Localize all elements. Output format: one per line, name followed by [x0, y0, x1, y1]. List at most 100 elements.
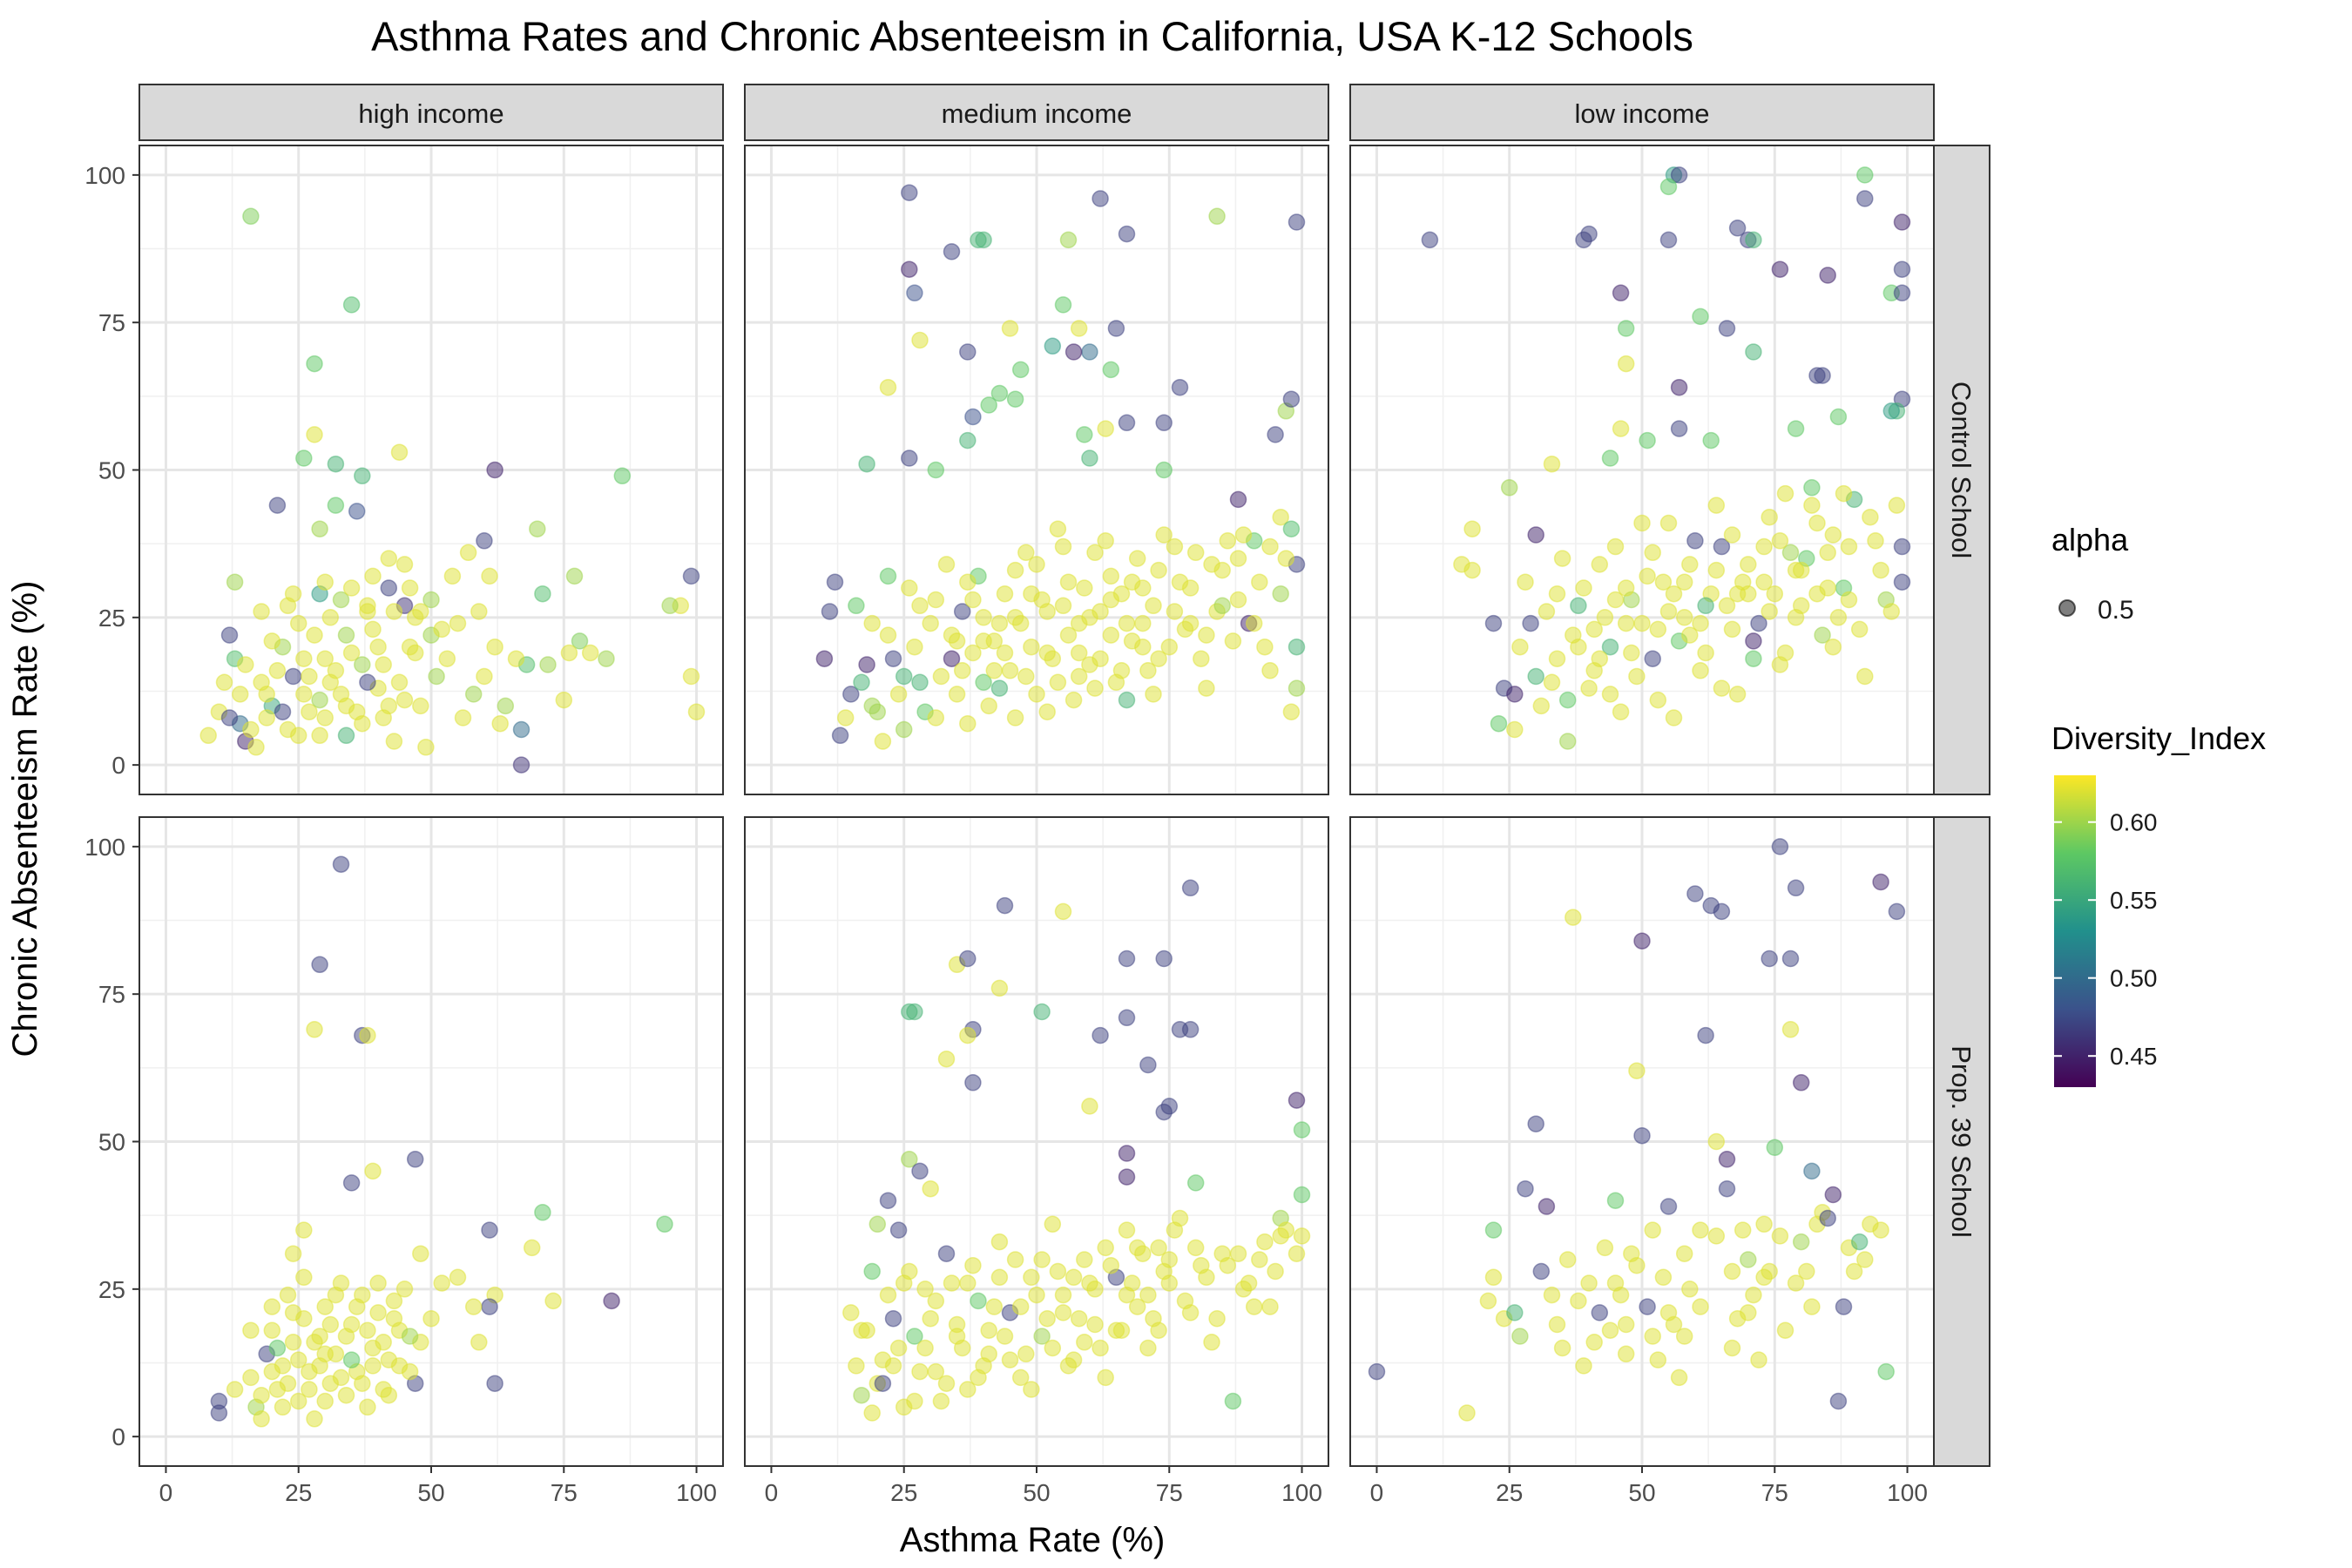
data-point — [985, 1298, 1004, 1315]
data-point — [1527, 526, 1544, 544]
data-point — [996, 644, 1014, 662]
data-point — [1134, 614, 1152, 632]
data-point — [1665, 585, 1683, 603]
data-point — [1798, 1262, 1815, 1281]
data-point — [1548, 1315, 1566, 1334]
data-point — [529, 520, 546, 537]
data-point — [316, 1298, 334, 1315]
data-point — [1086, 679, 1104, 697]
data-point — [1479, 1292, 1497, 1310]
data-point — [1829, 408, 1848, 426]
data-point — [1617, 1315, 1635, 1334]
data-point — [927, 709, 945, 727]
data-point — [1076, 426, 1093, 443]
data-point — [306, 1410, 323, 1428]
data-point — [826, 573, 844, 591]
data-point — [1118, 1286, 1136, 1304]
data-point — [906, 1003, 923, 1021]
data-point — [1527, 1115, 1544, 1132]
data-point — [911, 1162, 929, 1180]
data-point — [964, 644, 982, 662]
data-point — [863, 697, 881, 715]
data-point — [263, 632, 281, 650]
data-point — [385, 733, 403, 750]
data-point — [1166, 537, 1184, 556]
data-point — [1213, 597, 1231, 615]
data-point — [1054, 902, 1072, 921]
data-point — [911, 1362, 929, 1381]
data-point — [1011, 1369, 1030, 1387]
data-point — [1224, 632, 1242, 650]
chart-title: Asthma Rates and Chronic Absenteeism in … — [371, 13, 1693, 59]
data-point — [316, 650, 334, 667]
data-point — [1548, 650, 1566, 667]
data-point — [497, 697, 515, 715]
data-point — [1097, 1369, 1114, 1387]
data-point — [359, 1321, 376, 1339]
data-point — [1835, 1298, 1853, 1315]
data-point — [359, 1026, 376, 1044]
data-point — [901, 184, 918, 201]
data-point — [1580, 1274, 1598, 1292]
data-point — [1070, 667, 1088, 686]
data-point — [884, 650, 902, 667]
data-point — [1558, 1251, 1577, 1268]
data-point — [889, 1221, 908, 1239]
data-point — [1527, 667, 1544, 686]
data-point — [863, 1262, 881, 1281]
data-point — [1761, 508, 1778, 526]
data-point — [1803, 1162, 1821, 1180]
data-point — [438, 650, 456, 667]
data-point — [1118, 1168, 1136, 1186]
data-point — [661, 597, 679, 615]
data-point — [1553, 1339, 1571, 1357]
facet-panel — [1349, 145, 1935, 795]
y-tick-label: 75 — [98, 981, 125, 1008]
data-point — [316, 573, 334, 591]
data-point — [1824, 526, 1842, 544]
data-point — [1001, 1351, 1019, 1369]
data-point — [507, 650, 525, 667]
data-point — [932, 1392, 950, 1410]
data-point — [1570, 1292, 1587, 1310]
legend: alpha 0.5 Diversity_Index 0.450.500.550.… — [2051, 522, 2266, 1087]
data-point — [1659, 178, 1678, 196]
data-point — [565, 567, 584, 585]
data-point — [1538, 603, 1556, 620]
data-point — [1033, 1251, 1051, 1268]
data-point — [279, 1375, 297, 1392]
data-point — [1160, 638, 1179, 656]
data-point — [1256, 1233, 1274, 1251]
data-point — [523, 1239, 541, 1257]
data-point — [1081, 449, 1098, 467]
data-point — [874, 1375, 892, 1392]
data-point — [1792, 1233, 1810, 1251]
data-point — [1038, 703, 1056, 720]
data-point — [1856, 1251, 1874, 1268]
data-point — [1123, 573, 1141, 591]
data-point — [1118, 225, 1136, 243]
data-point — [342, 1351, 361, 1369]
data-point — [364, 567, 382, 585]
data-point — [301, 667, 318, 686]
data-point — [863, 1404, 881, 1422]
data-point — [1681, 626, 1699, 644]
data-point — [1272, 508, 1289, 526]
data-point — [1155, 414, 1173, 432]
data-point — [1484, 614, 1503, 632]
data-point — [927, 461, 945, 479]
data-point — [901, 1151, 918, 1168]
data-point — [1458, 1404, 1476, 1422]
data-point — [906, 1392, 923, 1410]
facet-strip-row-label: Control School — [1946, 382, 1977, 558]
data-point — [1081, 343, 1098, 361]
data-point — [268, 1339, 287, 1357]
data-point — [481, 1298, 498, 1315]
data-point — [1044, 1339, 1062, 1357]
data-point — [1713, 902, 1731, 921]
data-point — [1644, 650, 1661, 667]
data-point — [422, 1309, 440, 1328]
data-point — [263, 1321, 281, 1339]
data-point — [937, 1245, 956, 1262]
data-point — [1155, 526, 1173, 544]
